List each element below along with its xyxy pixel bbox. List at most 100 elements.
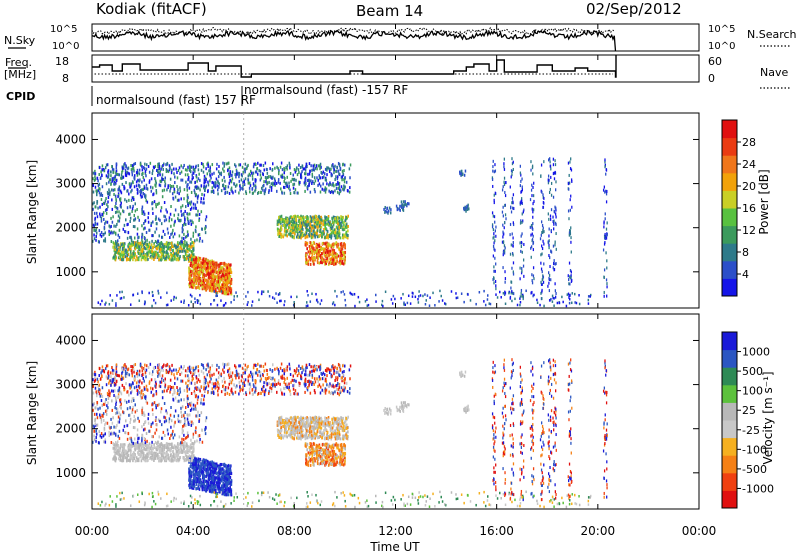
power-cell [124,168,127,172]
power-cell [605,236,608,240]
power-cell [324,216,327,220]
power-cell [93,228,95,232]
velocity-cell [207,366,209,370]
power-cell [130,255,133,259]
power-cell [313,241,316,245]
power-cell [161,177,164,181]
power-cell [340,256,343,260]
power-cell [188,276,191,280]
power-cell [103,227,106,231]
power-cell [568,301,571,305]
velocity-cell [198,373,200,377]
power-cell [133,176,135,180]
power-cell [170,218,173,222]
power-cell [529,225,531,229]
velocity-cell [314,367,317,371]
power-cell [203,178,206,182]
power-cell [188,271,190,275]
power-cell [296,166,298,170]
velocity-cell [123,385,125,389]
power-cell [521,201,523,205]
velocity-cell [330,375,333,379]
power-cell [231,173,233,177]
velocity-cell [173,391,176,395]
power-cell [266,181,268,185]
power-cell [287,186,290,190]
power-cell [155,189,158,193]
power-cell [320,247,323,251]
power-cell [137,183,140,187]
power-cell [342,262,345,266]
power-cell [129,185,132,189]
power-cell [278,217,280,221]
power-cell [331,255,334,259]
velocity-cell [168,365,171,369]
power-cell [148,245,151,249]
power-cell [346,236,349,240]
cpid-label: CPID [6,90,35,103]
velocity-cell [330,368,332,372]
power-cell [280,174,282,178]
power-cell [94,171,96,175]
power-cell [536,301,539,304]
power-cell [122,175,125,179]
power-cell [196,276,199,280]
power-cell [532,222,534,226]
power-cell [209,283,212,287]
power-cell [171,162,173,166]
power-cell [209,259,212,263]
power-cell [512,241,514,245]
power-cell [163,250,166,254]
power-cell [519,171,522,175]
velocity-cell [321,388,324,392]
power-cell [519,297,521,300]
power-cell [191,249,194,253]
power-cell [183,213,185,217]
power-cell [173,255,176,259]
power-cell [208,169,210,173]
velocity-cell [317,384,319,388]
power-cell [214,185,217,189]
power-cell [157,162,159,166]
power-cell [344,185,346,189]
velocity-cell [283,367,285,371]
power-cell [225,276,227,280]
power-cell [327,250,329,254]
power-cell [163,257,166,261]
velocity-cell [213,372,215,376]
power-cell [189,242,192,246]
power-cell [548,276,550,280]
power-cell [344,261,346,265]
power-cell [120,296,123,300]
power-cell [108,229,110,233]
velocity-cell [120,377,122,381]
velocity-cell [109,371,112,375]
power-cell [191,177,193,181]
velocity-cell [137,384,140,388]
power-cell [543,196,545,200]
power-cell [170,204,172,208]
power-cell [555,180,557,184]
power-cell [306,289,308,293]
power-cell [252,171,255,175]
power-cell [221,283,224,287]
power-cell [312,245,314,249]
power-cell [204,188,206,192]
velocity-cell [161,366,163,370]
power-cell [180,164,183,168]
power-cell [307,221,310,225]
power-cell [199,256,202,260]
power-cell [119,245,122,249]
velocity-cell [180,365,183,369]
power-cell [291,229,294,233]
power-cell [220,265,222,269]
power-cell [466,204,468,208]
power-cell [107,200,109,204]
power-cell [211,172,213,176]
power-cell [124,255,127,259]
power-cell [324,221,327,225]
velocity-cell [255,364,257,368]
power-cell [105,182,108,186]
power-cell [94,185,97,189]
power-cell [337,161,340,165]
